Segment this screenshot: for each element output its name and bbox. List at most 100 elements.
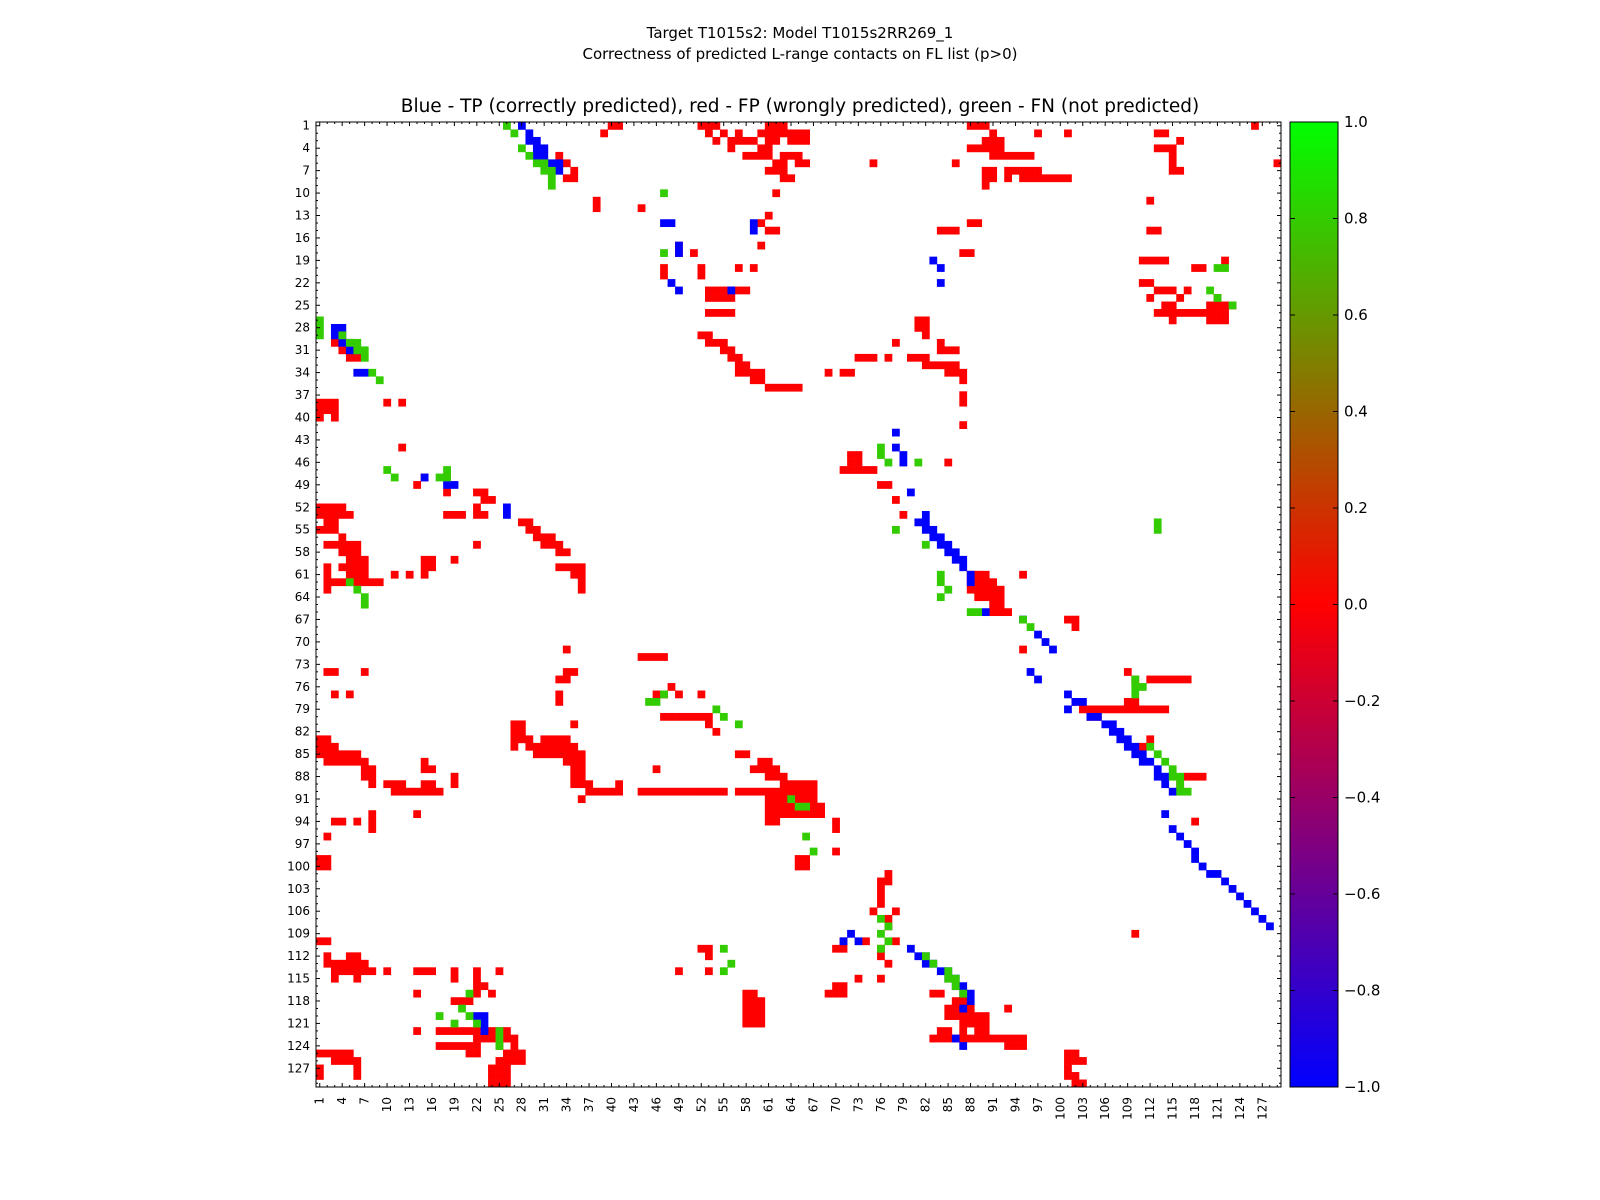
cell-fp [660,712,668,721]
cell-fp [704,309,713,317]
cell-fp [353,578,362,587]
cell-fp [398,780,407,789]
cell-fn [944,585,953,594]
cell-fp [1064,1072,1072,1080]
cell-fn [503,122,511,130]
cell-tp [749,226,758,235]
cell-fp [577,780,586,789]
cell-fp [1161,301,1170,310]
cell-fp [742,136,751,145]
cell-tp [540,144,549,153]
cell-fp [1011,151,1020,160]
cell-fn [1176,772,1185,781]
y-tick-label: 79 [295,702,310,716]
cell-fp [779,780,788,789]
cell-fn [1176,780,1185,789]
cell-fn [1213,294,1222,302]
cell-fp [660,653,668,661]
cell-fp [742,1012,751,1020]
cell-fp [749,1019,758,1028]
cell-fp [951,997,960,1006]
cell-fp [323,540,332,549]
cell-fn [510,129,519,138]
x-tick-label: 64 [784,1097,798,1112]
cell-fp [458,997,466,1006]
cell-fp [757,241,766,250]
cell-fp [503,1079,511,1088]
cell-fp [562,548,571,557]
cell-fp [794,159,803,168]
colorbar-tick-label: 0.8 [1344,210,1368,228]
cell-fp [323,862,332,871]
cell-fn [465,989,474,998]
y-tick-label: 34 [295,366,310,380]
cell-fp [772,136,781,145]
cell-fp [577,757,586,766]
cell-fp [1153,226,1162,235]
cell-fp [390,570,399,579]
cell-fp [742,151,751,160]
cell-fp [974,585,983,594]
cell-fp [1116,705,1125,714]
cell-fp [892,338,900,347]
cell-fp [1064,1049,1072,1058]
cell-fp [936,1034,945,1043]
cell-fp [749,1004,758,1013]
cell-fp [660,271,668,280]
cell-fn [443,466,451,474]
cell-fp [951,1012,960,1020]
cell-fn [660,189,668,198]
cell-fp [503,1027,511,1035]
cell-fp [532,525,541,534]
cell-fn [473,1019,481,1028]
cell-fp [1273,159,1282,168]
cell-fp [1206,309,1214,317]
cell-fp [517,727,526,736]
cell-fp [757,1004,766,1013]
cell-fp [727,144,736,153]
cell-tp [929,525,938,534]
cell-fn [727,959,736,968]
cell-fp [981,136,990,145]
colorbar-tick-label: 0.6 [1344,306,1368,324]
cell-fp [1176,294,1185,302]
cell-fp [353,750,362,759]
cell-fp [405,570,414,579]
cell-fp [757,219,766,228]
cell-fp [719,286,728,295]
cell-fp [1004,1004,1012,1013]
cell-fp [1004,151,1012,160]
x-tick-label: 124 [1233,1097,1247,1120]
cell-fp [330,1057,339,1065]
cell-tp [981,608,990,617]
cell-fp [353,967,362,976]
cell-fp [577,795,586,804]
cell-tp [532,144,541,153]
cell-fp [772,159,781,168]
cell-fp [877,892,885,901]
cell-fp [944,226,953,235]
y-tick-label: 13 [295,209,310,223]
cell-fp [1011,1042,1020,1050]
cell-fp [989,174,998,183]
cell-fp [562,645,571,654]
cell-fp [704,129,713,138]
cell-fp [704,967,713,976]
cell-fp [570,780,579,789]
cell-tp [338,323,347,332]
cell-fp [951,346,960,355]
cell-fp [1146,256,1155,265]
cell-fp [899,510,908,519]
cell-fp [353,353,362,362]
cell-fp [473,1049,481,1058]
cell-fn [914,458,923,467]
cell-fp [794,136,803,145]
cell-fp [981,578,990,587]
cell-fn [383,466,392,474]
cell-fp [981,1027,990,1035]
cell-fp [719,787,728,796]
cell-fp [517,1057,526,1065]
cell-fp [413,989,422,998]
cell-tp [1041,638,1050,646]
cell-tp [547,159,556,168]
